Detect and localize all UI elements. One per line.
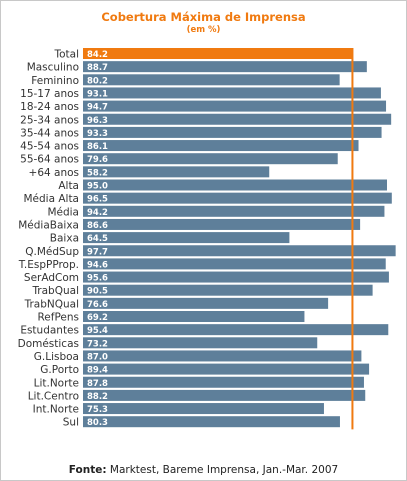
value-label-q-medsup: 97.7 (87, 247, 108, 257)
bar-trabnqual (83, 297, 329, 309)
bar-plus-64-anos (83, 166, 270, 178)
category-label-alta: Alta (58, 180, 79, 192)
bar-domesticas (83, 337, 318, 349)
bar-15-17-anos (83, 87, 381, 99)
category-label-masculino: Masculino (27, 62, 79, 74)
value-label-t-esppprop: 94.6 (87, 260, 108, 270)
bar-25-34-anos (83, 113, 392, 125)
value-label-mediabaixa: 86.6 (87, 221, 108, 231)
category-label-domesticas: Domésticas (18, 338, 79, 350)
category-label-trabqual: TrabQual (31, 285, 79, 297)
bar-q-medsup (83, 245, 396, 257)
category-label-sul: Sul (63, 417, 79, 429)
category-label-trabnqual: TrabNQual (24, 298, 79, 310)
value-label-feminino: 80.2 (87, 76, 108, 86)
value-label-media: 94.2 (87, 208, 108, 218)
value-label-lit-norte: 87.8 (87, 379, 108, 389)
bar-media (83, 205, 385, 217)
category-label-25-34-anos: 25-34 anos (20, 114, 79, 126)
category-label-media: Média (47, 206, 79, 218)
value-label-18-24-anos: 94.7 (87, 103, 108, 113)
category-label-mediabaixa: MédiaBaixa (18, 219, 79, 231)
category-label-refpens: RefPens (37, 312, 79, 324)
bar-g-porto (83, 363, 370, 375)
value-label-g-porto: 89.4 (87, 366, 108, 376)
chart-subtitle: (em %) (186, 25, 221, 35)
bar-55-64-anos (83, 153, 338, 165)
category-label-plus-64-anos: +64 anos (29, 167, 79, 179)
value-label-domesticas: 73.2 (87, 339, 108, 349)
value-label-sul: 80.3 (87, 418, 108, 428)
bar-total (83, 48, 353, 59)
category-label-int-norte: Int.Norte (33, 404, 79, 416)
source-note: Fonte: Marktest, Bareme Imprensa, Jan.-M… (1, 464, 406, 476)
source-text: Marktest, Bareme Imprensa, Jan.-Mar. 200… (106, 464, 339, 476)
bar-g-lisboa (83, 350, 362, 362)
chart-title: Cobertura Máxima de Imprensa (101, 10, 306, 24)
bar-t-esppprop (83, 258, 386, 270)
category-label-baixa: Baixa (50, 233, 79, 245)
value-label-25-34-anos: 96.3 (87, 116, 108, 126)
value-label-refpens: 69.2 (87, 313, 108, 323)
value-label-int-norte: 75.3 (87, 405, 108, 415)
value-label-total: 84.2 (87, 50, 108, 60)
value-label-alta: 95.0 (87, 182, 108, 192)
bar-feminino (83, 74, 340, 86)
bar-seradcom (83, 271, 389, 283)
bar-chart: Total 84.2 Masculino 88.7 Feminino 80.2 15-17 … (18, 48, 396, 430)
value-label-baixa: 64.5 (87, 234, 108, 244)
bar-45-54-anos (83, 140, 359, 152)
bar-lit-centro (83, 389, 366, 401)
bar-media-alta (83, 192, 392, 204)
category-label-seradcom: SerAdCom (24, 272, 79, 284)
category-label-45-54-anos: 45-54 anos (20, 141, 79, 153)
category-label-g-porto: G.Porto (40, 364, 79, 376)
bar-baixa (83, 232, 290, 244)
bar-refpens (83, 311, 305, 322)
value-label-45-54-anos: 86.1 (87, 142, 108, 152)
category-label-lit-centro: Lit.Centro (28, 390, 79, 402)
bar-alta (83, 179, 387, 191)
category-label-q-medsup: Q.MédSup (25, 246, 79, 258)
category-label-feminino: Feminino (31, 75, 79, 87)
category-label-18-24-anos: 18-24 anos (20, 101, 79, 113)
category-label-g-lisboa: G.Lisboa (34, 351, 79, 363)
value-label-plus-64-anos: 58.2 (87, 168, 108, 178)
category-label-35-44-anos: 35-44 anos (20, 127, 79, 139)
bar-lit-norte (83, 376, 364, 388)
bar-masculino (83, 61, 367, 73)
value-label-media-alta: 96.5 (87, 195, 108, 205)
source-label: Fonte: (68, 464, 107, 476)
value-label-estudantes: 95.4 (87, 326, 108, 336)
value-label-trabqual: 90.5 (87, 287, 108, 297)
bar-estudantes (83, 324, 389, 336)
category-label-media-alta: Média Alta (23, 193, 79, 205)
bar-35-44-anos (83, 126, 382, 138)
bar-sul (83, 416, 340, 428)
category-label-55-64-anos: 55-64 anos (20, 154, 79, 166)
category-label-15-17-anos: 15-17 anos (20, 88, 79, 100)
value-label-55-64-anos: 79.6 (87, 155, 108, 165)
bar-18-24-anos (83, 100, 387, 112)
category-label-lit-norte: Lit.Norte (34, 377, 79, 389)
value-label-35-44-anos: 93.3 (87, 129, 108, 139)
bar-trabqual (83, 284, 373, 296)
value-label-lit-centro: 88.2 (87, 392, 108, 402)
category-label-total: Total (53, 49, 79, 61)
category-label-t-esppprop: T.EspPProp. (18, 259, 79, 271)
value-label-g-lisboa: 87.0 (87, 352, 108, 362)
value-label-masculino: 88.7 (87, 63, 108, 73)
bar-int-norte (83, 403, 324, 415)
value-label-seradcom: 95.6 (87, 274, 108, 284)
category-label-estudantes: Estudantes (20, 325, 79, 337)
value-label-trabnqual: 76.6 (87, 300, 108, 310)
bar-mediabaixa (83, 218, 361, 230)
value-label-15-17-anos: 93.1 (87, 89, 108, 99)
